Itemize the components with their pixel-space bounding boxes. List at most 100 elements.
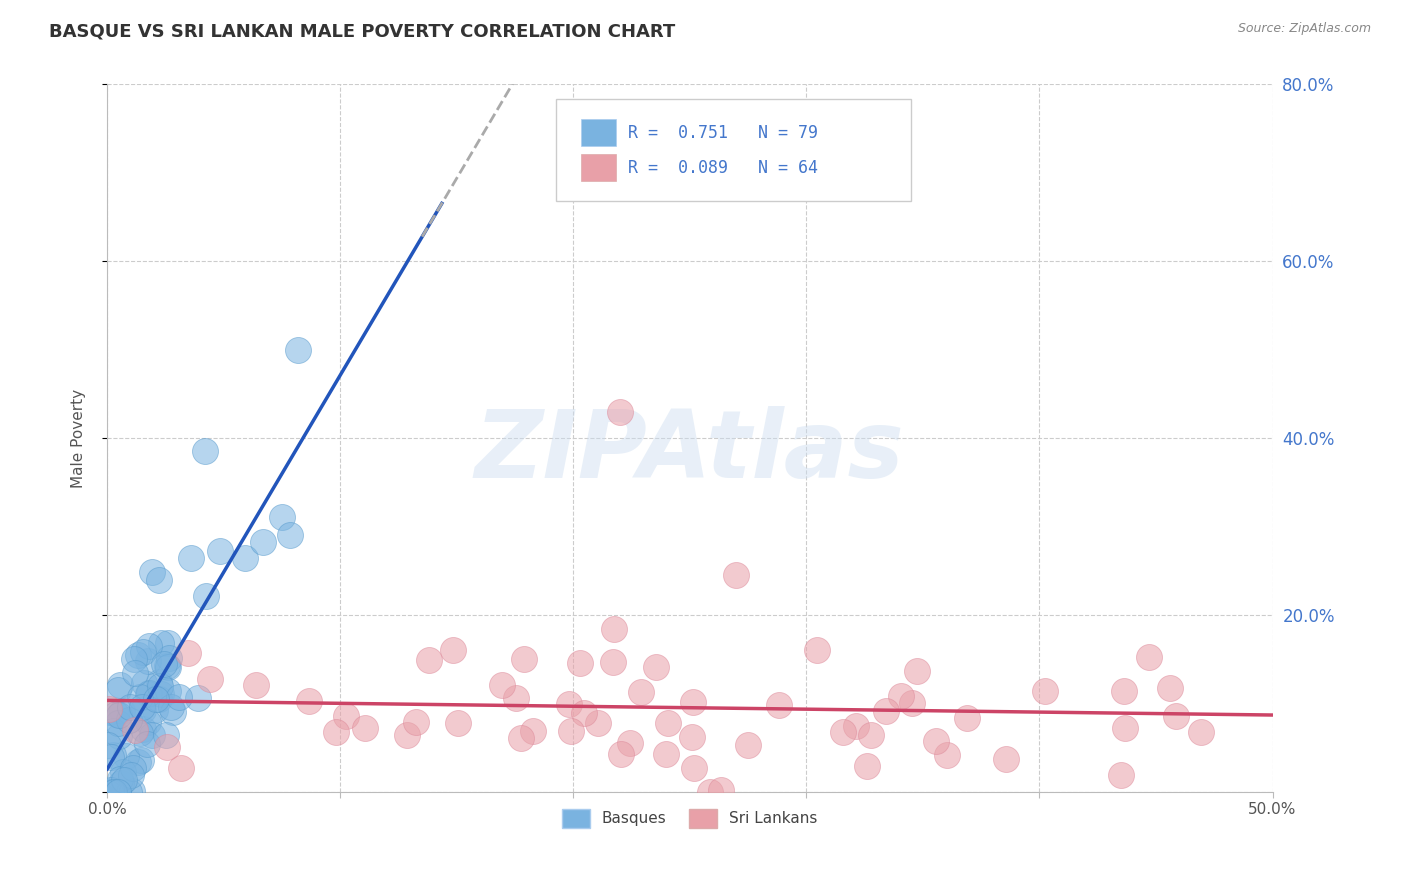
FancyBboxPatch shape [555,99,911,202]
Point [447,715,470,730]
Point [603,622,626,636]
Point [112,772,135,787]
Point [98,705,121,719]
Point [278,527,301,541]
Point [602,655,624,669]
Point [157,660,180,674]
Point [875,704,897,718]
Point [657,715,679,730]
Point [252,535,274,549]
Point [148,573,170,587]
Point [522,724,544,739]
Point [110,772,132,786]
Point [558,697,581,711]
Point [491,678,513,692]
Point [110,776,132,790]
Point [512,651,534,665]
Point [768,698,790,713]
Legend: Basques, Sri Lankans: Basques, Sri Lankans [555,803,824,834]
Point [114,748,136,763]
Point [353,721,375,735]
Text: R =  0.751   N = 79: R = 0.751 N = 79 [628,124,818,142]
Point [1189,724,1212,739]
Point [107,708,129,723]
Point [101,747,124,762]
Point [995,752,1018,766]
Point [97,702,120,716]
Point [956,711,979,725]
Point [127,648,149,662]
Point [138,639,160,653]
FancyBboxPatch shape [582,120,616,146]
Point [136,686,159,700]
Point [170,761,193,775]
Point [856,758,879,772]
Point [132,676,155,690]
Point [131,700,153,714]
Point [104,706,127,721]
Point [418,653,440,667]
Point [103,785,125,799]
Point [118,699,141,714]
Point [136,654,159,668]
Point [405,715,427,730]
Point [101,724,124,739]
Point [107,716,129,731]
Point [156,636,179,650]
Point [155,739,177,754]
Point [108,729,131,743]
Point [441,643,464,657]
Text: R =  0.089   N = 64: R = 0.089 N = 64 [628,159,818,177]
Point [245,678,267,692]
Point [162,706,184,720]
Point [890,689,912,703]
Point [128,690,150,705]
Point [682,695,704,709]
Point [122,651,145,665]
Point [121,784,143,798]
Point [905,664,928,678]
Point [574,706,596,720]
Point [101,785,124,799]
Point [710,782,733,797]
Point [135,737,157,751]
Point [107,683,129,698]
Point [1164,709,1187,723]
Point [586,716,609,731]
Point [118,785,141,799]
Point [127,755,149,769]
Point [681,730,703,744]
Point [160,700,183,714]
Point [155,728,177,742]
Point [645,660,668,674]
Point [901,696,924,710]
Y-axis label: Male Poverty: Male Poverty [72,389,86,488]
Point [609,405,631,419]
Point [560,723,582,738]
Point [131,645,153,659]
Point [1033,683,1056,698]
Point [111,765,134,780]
Point [157,651,180,665]
Point [145,692,167,706]
Point [725,568,748,582]
Point [510,731,533,746]
Point [935,747,957,762]
Point [1137,650,1160,665]
Point [325,725,347,739]
FancyBboxPatch shape [582,154,616,181]
Point [655,747,678,762]
Point [180,550,202,565]
Point [1159,681,1181,695]
Text: BASQUE VS SRI LANKAN MALE POVERTY CORRELATION CHART: BASQUE VS SRI LANKAN MALE POVERTY CORREL… [49,22,675,40]
Point [176,646,198,660]
Point [195,590,218,604]
Point [111,704,134,718]
Point [187,691,209,706]
Point [271,510,294,524]
Point [1114,722,1136,736]
Point [619,736,641,750]
Point [107,785,129,799]
Point [609,747,631,761]
Text: ZIPAtlas: ZIPAtlas [475,407,904,499]
